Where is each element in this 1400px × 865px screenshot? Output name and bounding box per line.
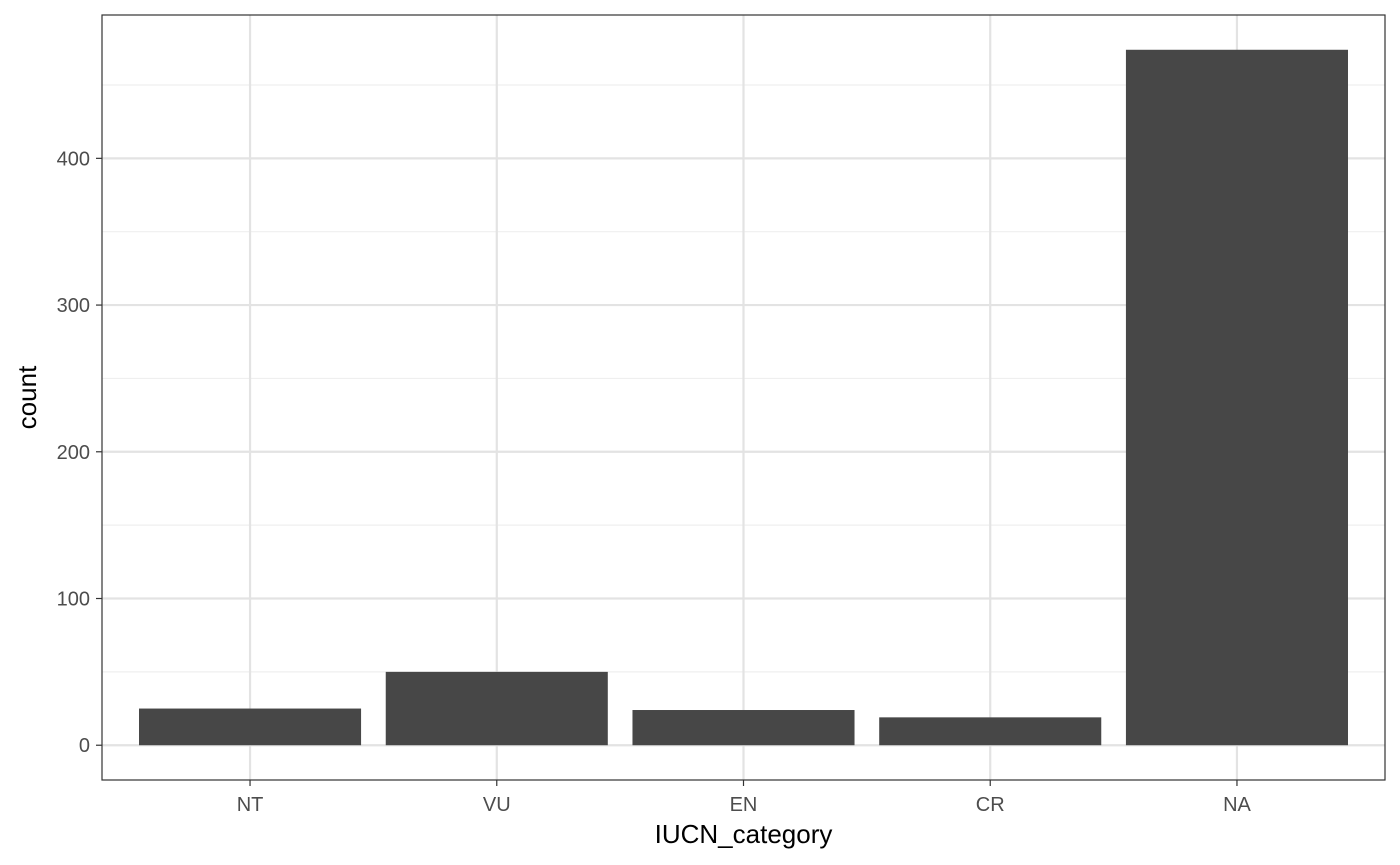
bar-cr	[879, 717, 1102, 746]
x-tick-label: NA	[1223, 794, 1251, 816]
y-tick-label: 100	[57, 589, 90, 611]
y-tick-label: 400	[57, 148, 90, 170]
x-tick-label: NT	[237, 794, 264, 816]
x-axis-ticks: NT VU EN CR NA	[237, 780, 1252, 816]
bar-vu	[385, 671, 608, 746]
y-tick-label: 200	[57, 442, 90, 464]
y-axis-ticks: 0 100 200 300 400	[57, 148, 102, 757]
bar-na	[1125, 49, 1348, 746]
x-tick-label: CR	[976, 794, 1005, 816]
y-axis-title: count	[12, 365, 42, 429]
x-tick-label: VU	[483, 794, 511, 816]
x-axis-title: IUCN_category	[655, 819, 833, 849]
x-tick-label: EN	[730, 794, 758, 816]
bar-en	[632, 710, 855, 746]
bars	[139, 49, 1348, 746]
y-tick-label: 300	[57, 295, 90, 317]
y-tick-label: 0	[79, 735, 90, 757]
bar-nt	[139, 708, 362, 746]
